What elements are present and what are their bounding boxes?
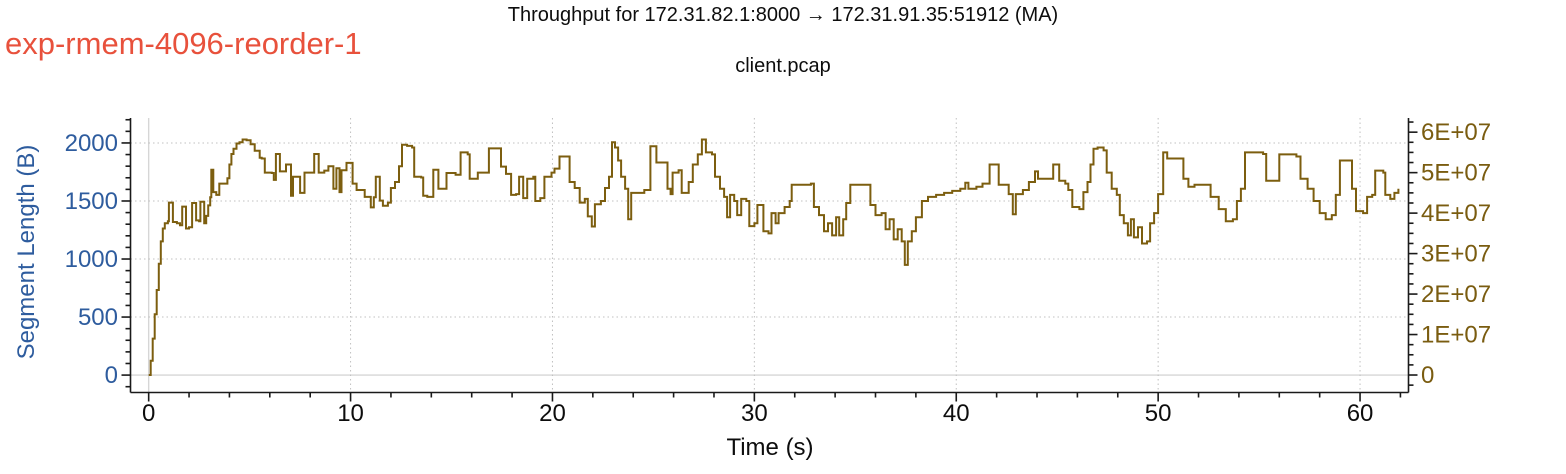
y-right-tick-label: 5E+07 xyxy=(1421,160,1491,187)
x-tick-label: 30 xyxy=(741,400,768,427)
x-tick-label: 50 xyxy=(1145,400,1172,427)
y-left-tick-label: 1500 xyxy=(65,188,118,215)
experiment-label: exp-rmem-4096-reorder-1 xyxy=(5,26,362,61)
y-right-tick-label: 3E+07 xyxy=(1421,241,1491,268)
y-left-tick-label: 2000 xyxy=(65,130,118,157)
y-right-tick-label: 2E+07 xyxy=(1421,281,1491,308)
y-right-tick-label: 6E+07 xyxy=(1421,119,1491,146)
x-tick-label: 60 xyxy=(1347,400,1374,427)
x-tick-label: 0 xyxy=(142,400,155,427)
x-tick-label: 10 xyxy=(337,400,364,427)
y-left-tick-label: 500 xyxy=(78,304,118,331)
x-axis-label: Time (s) xyxy=(726,434,814,461)
chart-title: Throughput for 172.31.82.1:8000 → 172.31… xyxy=(507,4,1059,26)
gridlines xyxy=(130,118,1409,393)
y-right-tick-label: 0 xyxy=(1421,362,1434,389)
chart-subtitle: client.pcap xyxy=(735,55,831,77)
throughput-line xyxy=(148,138,1400,376)
y-right-tick-label: 1E+07 xyxy=(1421,322,1491,349)
y-left-tick-label: 1000 xyxy=(65,246,118,273)
x-tick-label: 20 xyxy=(539,400,566,427)
tick-labels: 0 10 20 30 40 50 60 0 500 1000 1500 2000 0 1E+07 2E+07… xyxy=(65,119,1491,427)
y-left-tick-label: 0 xyxy=(105,362,118,389)
y-right-tick-label: 4E+07 xyxy=(1421,200,1491,227)
axes xyxy=(121,118,1418,402)
x-tick-label: 40 xyxy=(943,400,970,427)
throughput-series xyxy=(148,138,1400,376)
